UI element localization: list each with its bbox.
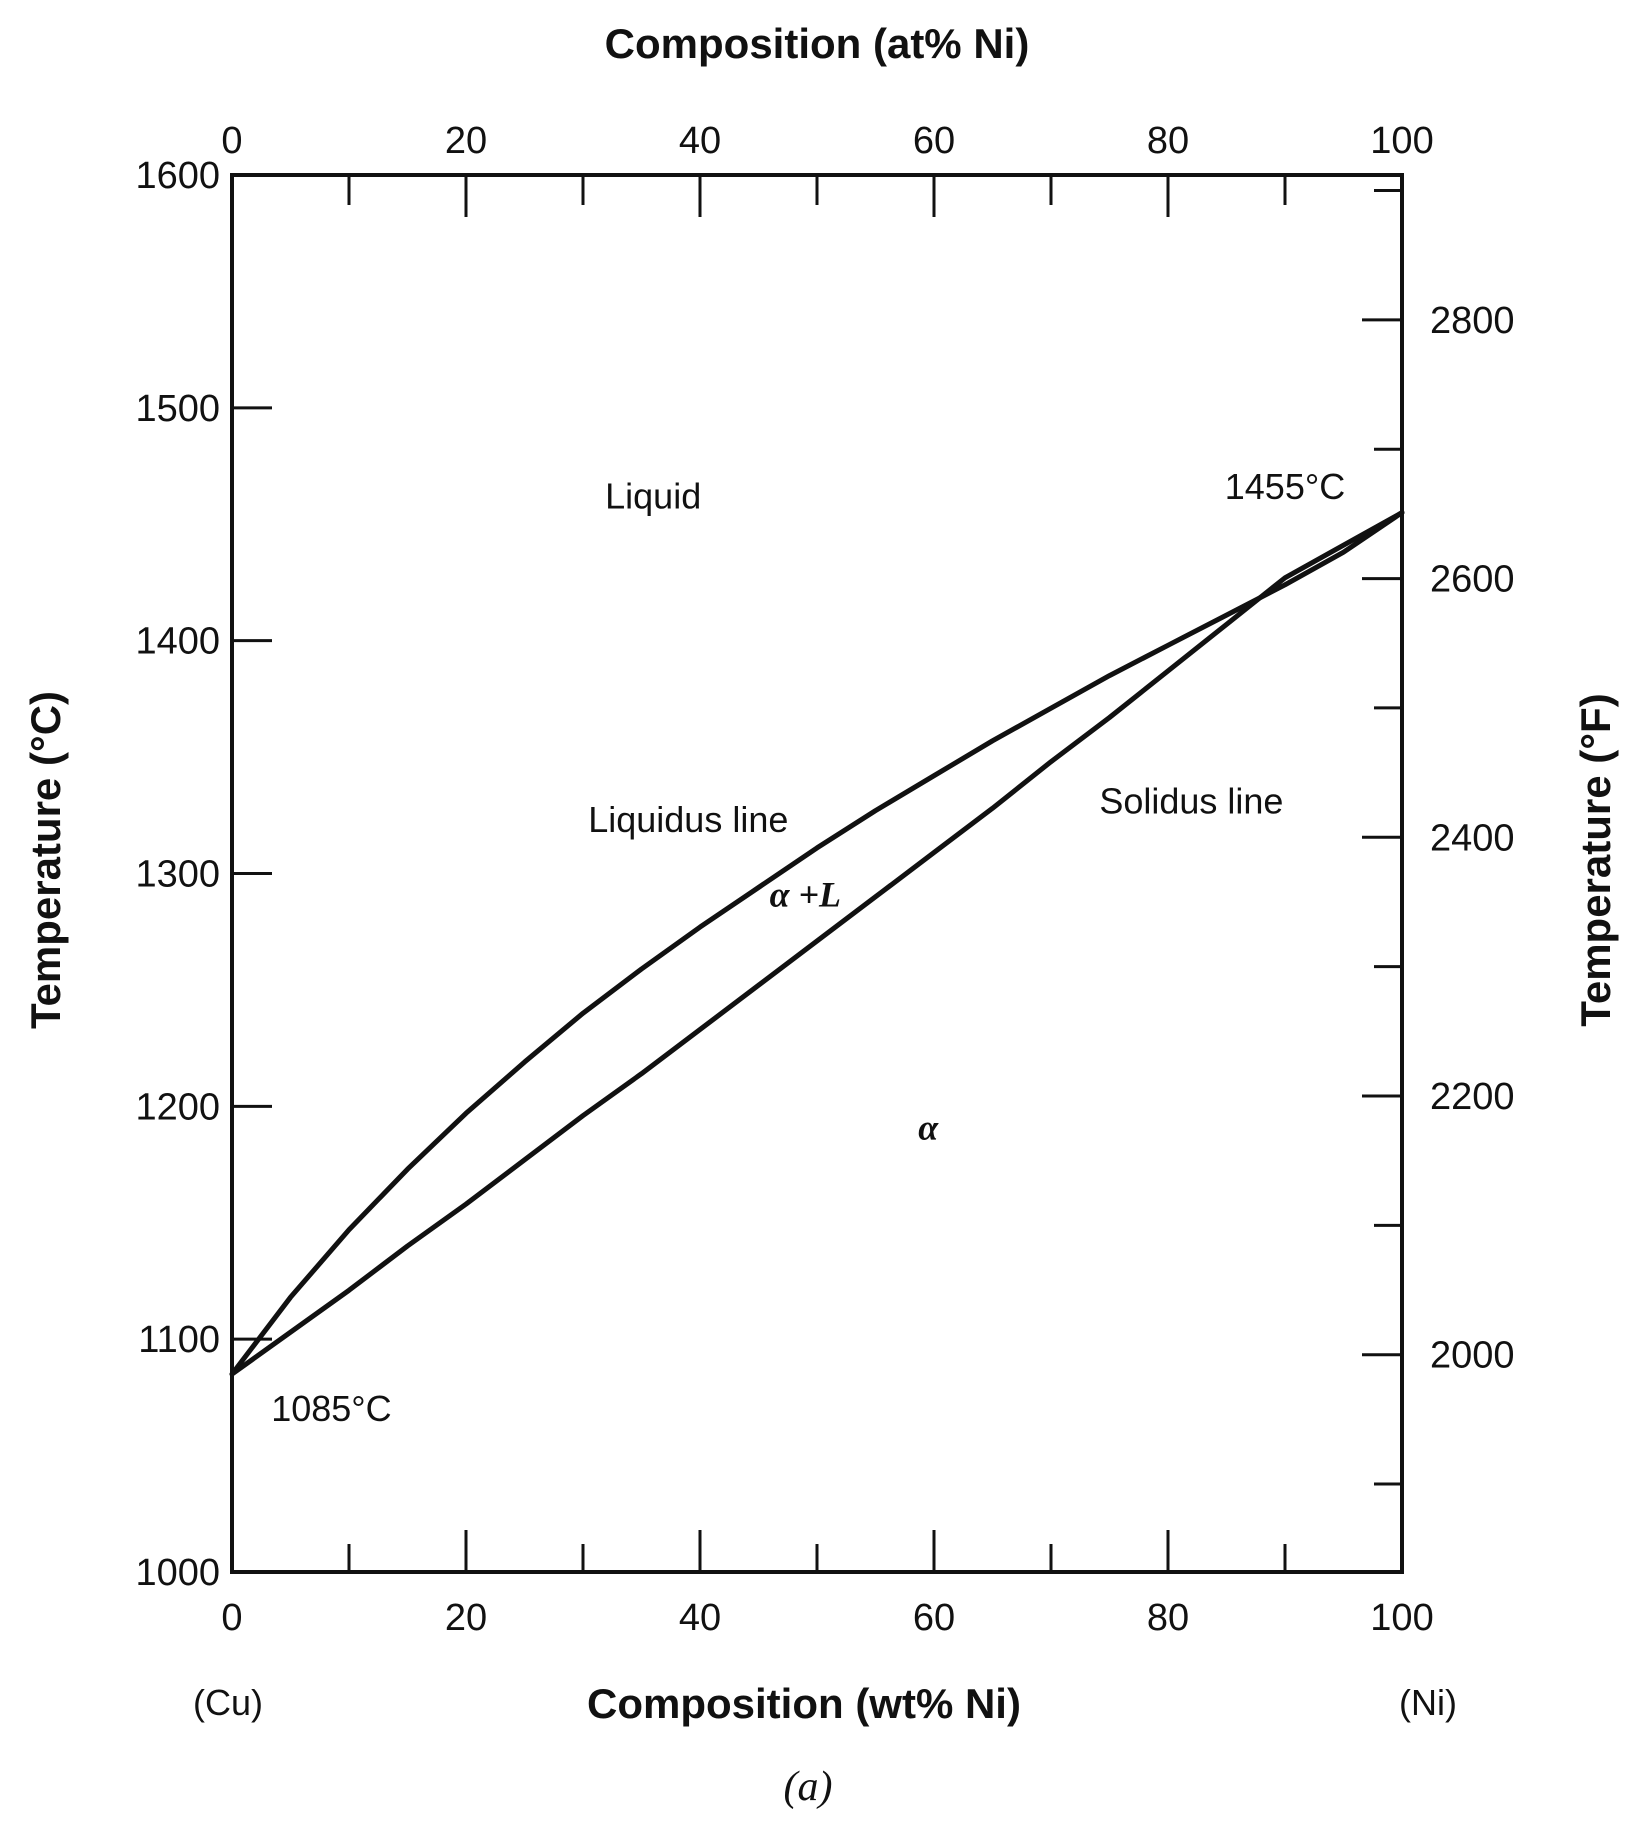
annotation-1085-c: 1085°C [271,1388,391,1429]
copper-end-label: (Cu) [193,1682,263,1723]
left-tick-label: 1500 [135,388,220,430]
bottom-axis-title: Composition (wt% Ni) [587,1680,1021,1727]
annotation-liquid: Liquid [605,475,701,516]
annotation-: α [918,1107,939,1147]
left-tick-label: 1200 [135,1086,220,1128]
liquidus-line-curve [229,510,1405,1377]
left-tick-label: 1300 [135,854,220,896]
left-tick-label: 1100 [138,1319,220,1361]
bottom-tick-label: 80 [1147,1597,1189,1639]
right-axis-title: Temperature (°F) [1572,693,1619,1026]
solidus-line-curve [229,510,1405,1377]
top-tick-label: 80 [1147,120,1189,162]
annotation-solidus-line: Solidus line [1099,780,1283,821]
left-tick-label: 1400 [135,621,220,663]
bottom-tick-label: 100 [1370,1597,1433,1639]
top-tick-label: 100 [1370,120,1433,162]
right-tick-label: 2800 [1430,300,1515,342]
left-tick-label: 1600 [135,155,220,197]
left-axis-title: Temperature (°C) [22,691,69,1029]
bottom-tick-label: 20 [445,1597,487,1639]
annotation-liquidus-line: Liquidus line [588,799,788,840]
figure-caption: (a) [784,1764,833,1810]
nickel-end-label: (Ni) [1399,1682,1457,1723]
top-tick-label: 40 [679,120,721,162]
axis-tick-labels: 0 20 40 60 80 1000 20 40 60 80 1001000110012001300… [135,120,1514,1639]
top-tick-label: 20 [445,120,487,162]
bottom-tick-label: 40 [679,1597,721,1639]
left-tick-label: 1000 [135,1552,220,1594]
right-tick-label: 2400 [1430,817,1515,859]
phase-boundary-curves [229,510,1405,1377]
bottom-tick-label: 0 [221,1597,242,1639]
region-annotations: Liquid Liquidus line Solidus line α +L α 1455… [271,466,1345,1429]
top-tick-label: 0 [221,120,242,162]
top-tick-label: 60 [913,120,955,162]
right-tick-label: 2000 [1430,1335,1515,1377]
axis-ticks [230,173,1404,1574]
right-tick-label: 2200 [1430,1076,1515,1118]
right-tick-label: 2600 [1430,559,1515,601]
bottom-tick-label: 60 [913,1597,955,1639]
annotation-l: α +L [770,874,841,914]
top-axis-title: Composition (at% Ni) [605,20,1030,67]
annotation-1455-c: 1455°C [1225,466,1345,507]
